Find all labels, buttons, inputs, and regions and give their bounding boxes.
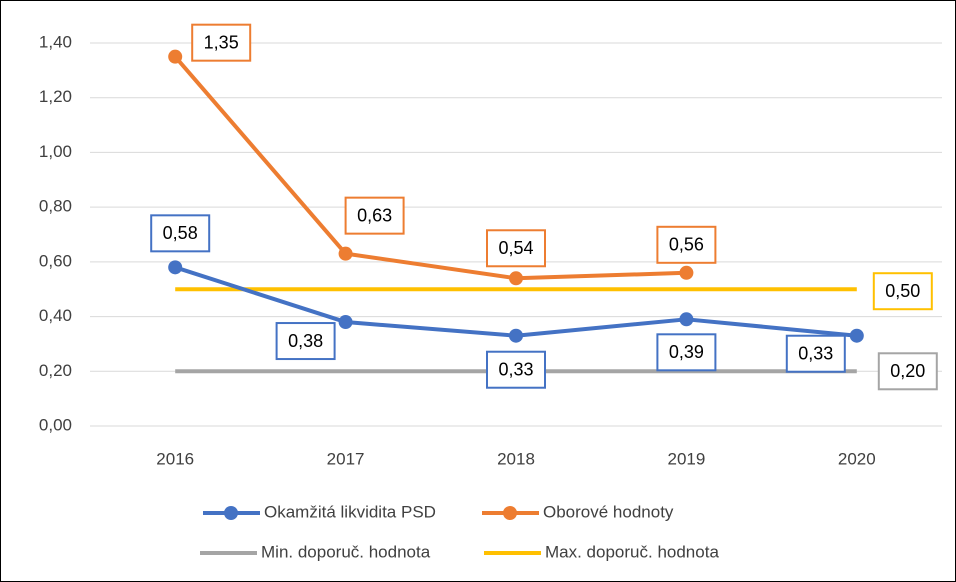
y-tick-label: 1,00 (39, 142, 72, 161)
y-tick-label: 0,60 (39, 251, 72, 270)
data-label: 0,58 (163, 223, 198, 243)
marker (168, 49, 183, 64)
y-tick-label: 0,20 (39, 361, 72, 380)
data-label-box (656, 333, 717, 372)
data-label-box (150, 214, 211, 253)
x-tick-label: 2020 (838, 449, 876, 468)
series-line (173, 55, 687, 281)
data-label: 0,54 (498, 238, 533, 258)
marker (679, 265, 694, 280)
y-tick-label: 0,40 (39, 306, 72, 325)
data-label-box (486, 229, 546, 268)
marker (849, 328, 864, 343)
y-tick-label: 0,80 (39, 197, 72, 216)
data-label: 0,33 (498, 359, 533, 379)
x-tick-label: 2017 (327, 449, 365, 468)
data-label-box (344, 196, 405, 235)
data-label-box (191, 23, 252, 62)
data-label-box (872, 272, 933, 311)
legend-label: Max. doporuč. hodnota (545, 542, 719, 561)
y-tick-label: 1,40 (39, 32, 72, 51)
data-label: 1,35 (204, 32, 239, 52)
x-tick-label: 2016 (156, 449, 194, 468)
data-label: 0,33 (798, 343, 833, 363)
marker (509, 271, 523, 286)
data-label: 0,38 (288, 331, 323, 351)
legend-marker (503, 506, 517, 520)
legend-label: Min. doporuč. hodnota (261, 542, 431, 561)
data-label: 0,63 (357, 205, 392, 225)
data-label-box (785, 334, 846, 373)
data-label-box (275, 322, 336, 361)
data-label: 0,20 (890, 361, 925, 381)
data-label-box (656, 225, 717, 264)
x-tick-label: 2018 (497, 449, 535, 468)
y-tick-label: 1,20 (39, 87, 72, 106)
x-tick-label: 2019 (667, 449, 705, 468)
legend-label: Oborové hodnoty (543, 502, 674, 521)
marker (679, 312, 694, 327)
marker (338, 246, 353, 261)
marker (168, 260, 183, 275)
data-label-box (486, 350, 546, 389)
data-label: 0,50 (885, 281, 920, 301)
legend-label: Okamžitá likvidita PSD (264, 502, 436, 521)
data-label: 0,39 (669, 342, 704, 362)
y-tick-label: 0,00 (39, 415, 72, 434)
marker (338, 315, 353, 330)
marker (509, 328, 523, 343)
data-label-box (877, 352, 938, 391)
data-label: 0,56 (669, 235, 704, 255)
legend-marker (224, 506, 238, 520)
